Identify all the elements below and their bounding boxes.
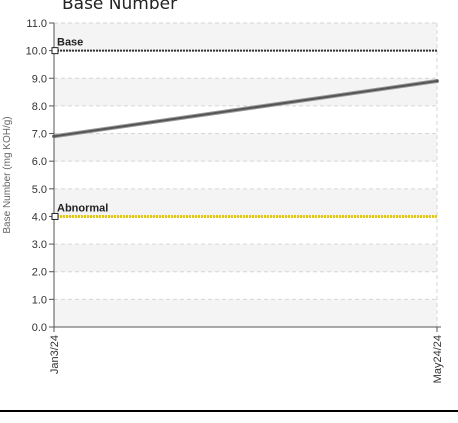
bottom-divider [0, 410, 458, 412]
reference-marker-base [51, 47, 59, 55]
y-tick-label: 2.0 [32, 267, 47, 279]
reference-marker-abnormal [51, 212, 59, 220]
y-axis-title: Base Number (mg KOH/g) [2, 116, 13, 233]
line-chart: 0.0 1.0 2.0 3.0 4.0 5.0 6.0 7.0 8.0 9.0 10.0 11.0 Ja… [2, 18, 444, 383]
y-tick-label: 6.0 [32, 156, 47, 168]
x-tick-label: Jan3/24 [49, 335, 61, 374]
y-tick-label: 9.0 [32, 73, 47, 85]
series-line [53, 80, 438, 138]
reference-label-base: Base [57, 37, 83, 49]
reference-label-abnormal: Abnormal [57, 202, 108, 214]
y-tick-label: 8.0 [32, 101, 47, 113]
plot-band [54, 299, 437, 327]
plot-band [54, 188, 437, 217]
y-tick-label: 11.0 [26, 18, 47, 30]
plot-band [54, 23, 437, 51]
chart-title: Base Number [62, 0, 178, 14]
y-tick-label: 0.0 [32, 322, 47, 334]
y-tick-label: 3.0 [32, 239, 47, 251]
y-tick-label: 5.0 [32, 184, 47, 196]
y-tick-label: 7.0 [32, 129, 47, 141]
plot-band [54, 244, 437, 272]
plot-band [54, 133, 437, 162]
y-tick-label: 10.0 [26, 46, 47, 58]
data-point [435, 79, 439, 83]
data-point [52, 134, 56, 138]
y-tick-label: 4.0 [32, 211, 47, 223]
y-tick-label: 1.0 [32, 294, 47, 306]
x-tick-label: May24/24 [432, 335, 444, 383]
plot-band [54, 78, 437, 106]
